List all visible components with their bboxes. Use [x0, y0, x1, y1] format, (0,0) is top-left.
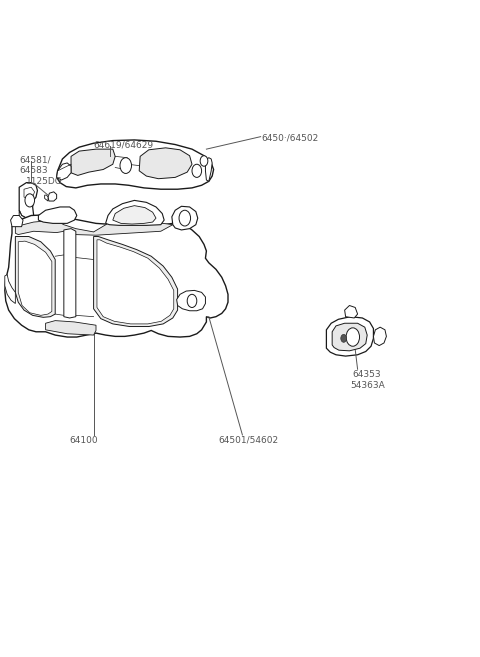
Polygon shape — [205, 158, 212, 181]
Circle shape — [25, 194, 35, 207]
Polygon shape — [38, 207, 77, 223]
Polygon shape — [139, 148, 192, 179]
Polygon shape — [177, 290, 205, 311]
Polygon shape — [5, 215, 228, 337]
Polygon shape — [97, 240, 174, 324]
Text: 64501/54602: 64501/54602 — [218, 436, 278, 445]
Polygon shape — [46, 321, 96, 335]
Polygon shape — [19, 210, 34, 227]
Text: 1125DG: 1125DG — [26, 177, 63, 187]
Polygon shape — [326, 317, 373, 356]
Circle shape — [192, 164, 202, 177]
Text: 64100: 64100 — [70, 436, 98, 445]
Text: 6450·/64502: 6450·/64502 — [262, 133, 319, 143]
Polygon shape — [71, 149, 115, 175]
Circle shape — [187, 294, 197, 307]
Polygon shape — [94, 237, 178, 327]
Text: 64581/: 64581/ — [19, 155, 51, 164]
Polygon shape — [113, 206, 156, 224]
Circle shape — [120, 158, 132, 173]
Polygon shape — [19, 183, 37, 218]
Circle shape — [341, 334, 347, 342]
Text: 64353: 64353 — [353, 370, 382, 379]
Circle shape — [200, 156, 208, 166]
Text: 64583: 64583 — [19, 166, 48, 175]
Polygon shape — [345, 306, 358, 318]
Polygon shape — [11, 215, 23, 227]
Polygon shape — [15, 220, 173, 235]
Circle shape — [179, 210, 191, 226]
Polygon shape — [45, 195, 48, 201]
Polygon shape — [172, 206, 198, 230]
Polygon shape — [64, 229, 76, 318]
Polygon shape — [5, 275, 15, 304]
Polygon shape — [332, 323, 367, 351]
Polygon shape — [57, 140, 214, 189]
Polygon shape — [48, 192, 57, 201]
Polygon shape — [57, 163, 71, 180]
Polygon shape — [18, 241, 52, 315]
Polygon shape — [106, 200, 164, 225]
Polygon shape — [24, 187, 35, 198]
Polygon shape — [15, 237, 55, 317]
Polygon shape — [373, 327, 386, 346]
Circle shape — [346, 328, 360, 346]
Text: 54363A: 54363A — [350, 381, 385, 390]
Text: 64619/64629: 64619/64629 — [94, 140, 154, 149]
